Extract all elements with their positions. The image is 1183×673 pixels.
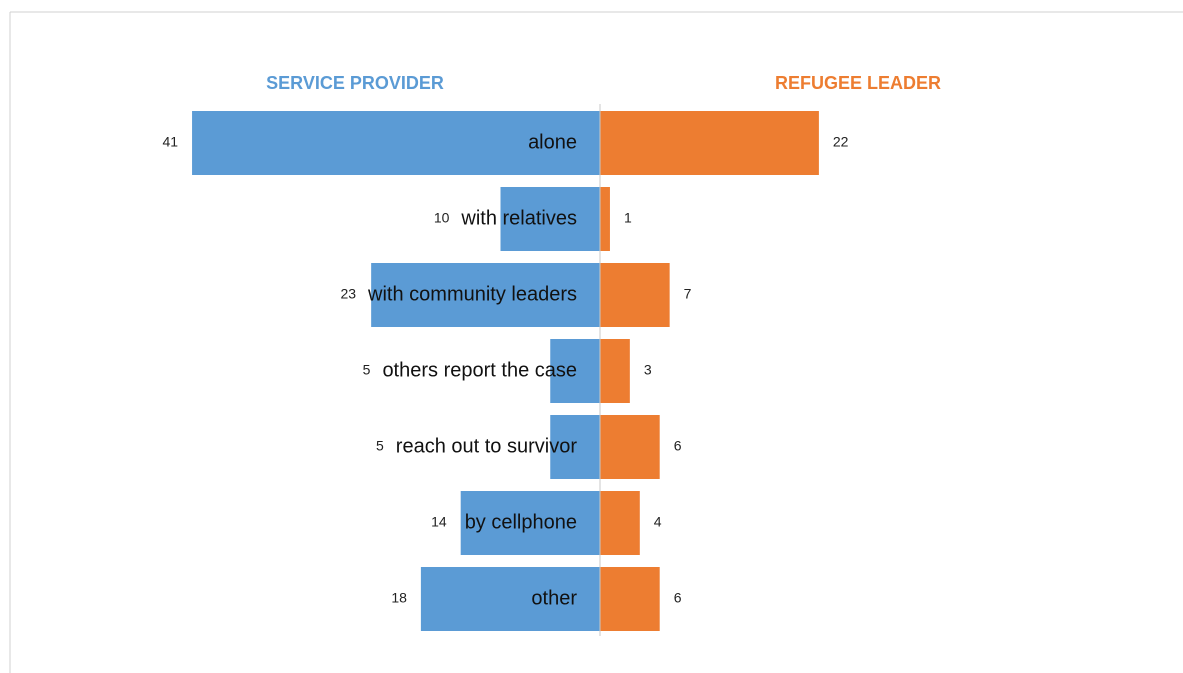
data-label: 5	[376, 438, 384, 454]
category-label: with relatives	[460, 207, 577, 229]
bar	[500, 187, 600, 251]
category-label: alone	[528, 131, 577, 153]
data-label: 1	[624, 210, 632, 226]
data-label: 7	[684, 286, 692, 302]
data-label: 23	[340, 286, 356, 302]
data-label: 10	[434, 210, 450, 226]
left-heading: SERVICE PROVIDER	[266, 73, 444, 93]
data-label: 41	[162, 134, 178, 150]
data-label: 6	[674, 438, 682, 454]
bar	[550, 339, 600, 403]
bar	[600, 491, 640, 555]
category-label: by cellphone	[465, 511, 577, 533]
data-label: 5	[363, 362, 371, 378]
category-label: other	[531, 587, 577, 609]
data-label: 6	[674, 590, 682, 606]
bar	[192, 111, 601, 175]
bar	[600, 111, 819, 175]
category-label: with community leaders	[367, 283, 577, 305]
bar	[600, 567, 660, 631]
right-heading: REFUGEE LEADER	[775, 73, 941, 93]
data-label: 3	[644, 362, 652, 378]
data-label: 18	[391, 590, 407, 606]
bar	[600, 263, 670, 327]
bar	[600, 339, 630, 403]
bar	[460, 491, 600, 555]
bar	[550, 415, 600, 479]
bar	[600, 187, 610, 251]
data-label: 4	[654, 514, 662, 530]
bar	[600, 415, 660, 479]
data-label: 14	[431, 514, 447, 530]
bar	[420, 567, 600, 631]
data-label: 22	[833, 134, 849, 150]
category-label: reach out to survivor	[396, 435, 578, 457]
category-label: others report the case	[382, 359, 577, 381]
bar	[371, 263, 600, 327]
